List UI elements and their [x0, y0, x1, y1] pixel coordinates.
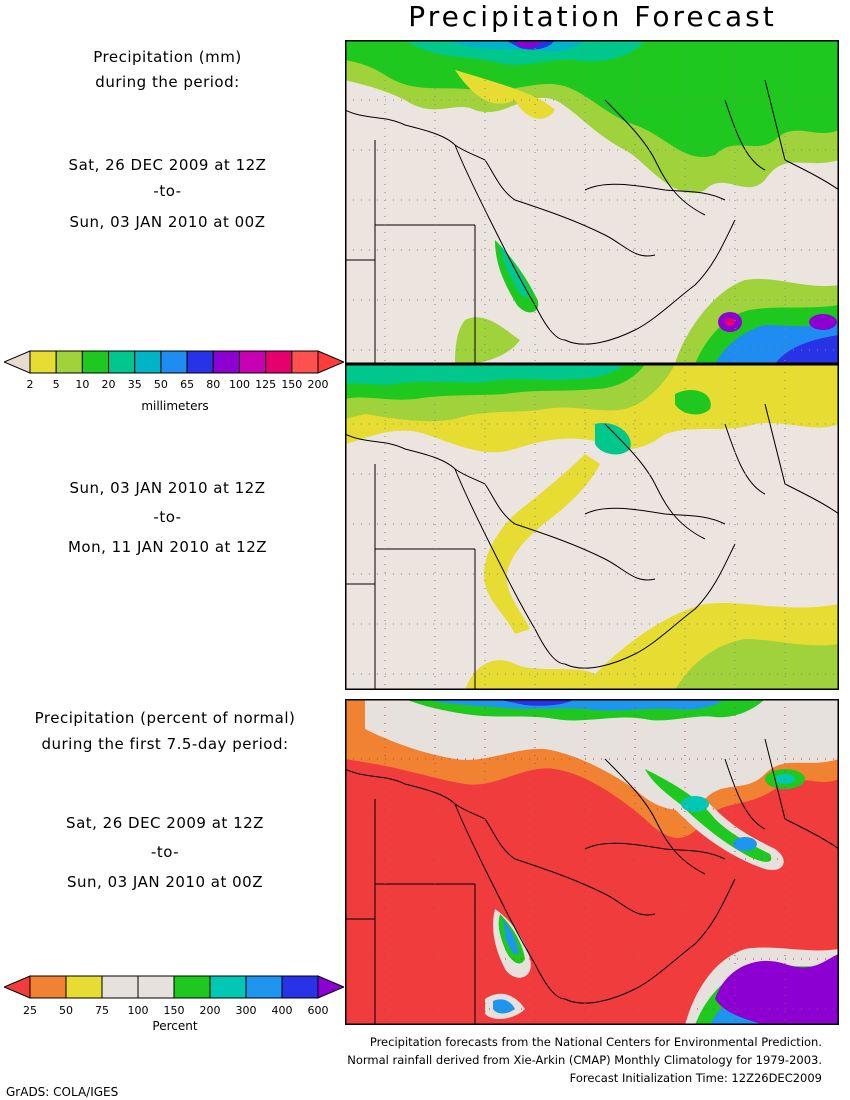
- section2-period-end: Mon, 11 JAN 2010 at 12Z: [67, 538, 268, 556]
- colorbar-percent-swatch-high-arrow: [317, 975, 346, 999]
- software-credit: GrADS: COLA/IGES: [6, 1085, 119, 1099]
- section2-period-start: Sun, 03 JAN 2010 at 12Z: [69, 479, 266, 497]
- colorbar-percent-tick-label: 400: [271, 1004, 293, 1017]
- colorbar-mm-swatch: [265, 350, 293, 374]
- colorbar-mm-tick-label: 150: [281, 378, 303, 391]
- colorbar-mm-tick-label: 200: [307, 378, 329, 391]
- colorbar-mm-tick-label: 125: [255, 378, 277, 391]
- colorbar-percent-swatch: [281, 975, 319, 999]
- map-panel-percent-normal: [345, 699, 839, 1025]
- colorbar-percent-tick-label: 50: [59, 1004, 73, 1017]
- page-title: Precipitation Forecast: [408, 0, 777, 33]
- colorbar-mm-swatch: [160, 350, 188, 374]
- colorbar-mm-swatch: [55, 350, 83, 374]
- colorbar-percent-swatch: [29, 975, 67, 999]
- colorbar-mm-tick-label: 2: [26, 378, 34, 391]
- colorbar-mm: [2, 350, 346, 374]
- colorbar-mm-swatch: [291, 350, 319, 374]
- colorbar-mm-swatch: [29, 350, 57, 374]
- section3-period-to: -to-: [150, 843, 180, 861]
- colorbar-percent-swatch: [209, 975, 247, 999]
- colorbar-percent: [2, 975, 346, 999]
- colorbar-mm-tick-label: 5: [52, 378, 60, 391]
- colorbar-percent-swatch: [137, 975, 175, 999]
- colorbar-percent-swatch: [65, 975, 103, 999]
- colorbar-percent-tick-label: 25: [23, 1004, 37, 1017]
- colorbar-percent-tick-label: 100: [127, 1004, 149, 1017]
- colorbar-percent-tick-label: 200: [199, 1004, 221, 1017]
- colorbar-percent-tick-label: 150: [163, 1004, 185, 1017]
- colorbar-mm-tick-label: 20: [101, 378, 116, 391]
- colorbar-percent-ticks: 25 50 75 100 150 200 300 400 600: [0, 1004, 345, 1018]
- section3-label-line1: Precipitation (percent of normal): [34, 709, 296, 727]
- section1-period-end: Sun, 03 JAN 2010 at 00Z: [69, 213, 266, 231]
- colorbar-percent-swatch: [101, 975, 139, 999]
- section2-period-to: -to-: [153, 508, 182, 526]
- colorbar-mm-swatch: [186, 350, 214, 374]
- section1-label-line2: during the period:: [95, 73, 240, 91]
- section3-period-start: Sat, 26 DEC 2009 at 12Z: [66, 814, 264, 832]
- colorbar-mm-tick-label: 80: [206, 378, 221, 391]
- colorbar-percent-swatch-low-arrow: [2, 975, 31, 999]
- colorbar-mm-swatch-high-arrow: [317, 350, 346, 374]
- map-panel-week2-mm: [345, 364, 839, 690]
- section3-label-line2: during the first 7.5-day period:: [41, 735, 289, 753]
- colorbar-percent-tick-label: 75: [95, 1004, 109, 1017]
- section1-period-start: Sat, 26 DEC 2009 at 12Z: [68, 156, 267, 174]
- colorbar-mm-swatch: [238, 350, 267, 374]
- colorbar-percent-tick-label: 300: [235, 1004, 257, 1017]
- colorbar-mm-tick-label: 35: [127, 378, 142, 391]
- colorbar-percent-swatch: [173, 975, 211, 999]
- colorbar-mm-swatch: [134, 350, 162, 374]
- colorbar-mm-swatch: [81, 350, 110, 374]
- colorbar-percent-tick-label: 600: [307, 1004, 329, 1017]
- colorbar-mm-swatch-low-arrow: [2, 350, 31, 374]
- colorbar-mm-tick-label: 10: [75, 378, 90, 391]
- map-panel-week1-mm: [345, 40, 839, 364]
- credits-line3: Forecast Initialization Time: 12Z26DEC20…: [569, 1071, 822, 1085]
- colorbar-mm-swatch: [108, 350, 136, 374]
- colorbar-mm-swatch: [212, 350, 240, 374]
- colorbar-percent-unit: Percent: [152, 1019, 198, 1033]
- colorbar-mm-tick-label: 65: [180, 378, 195, 391]
- credits-line1: Precipitation forecasts from the Nationa…: [369, 1035, 822, 1049]
- colorbar-mm-tick-label: 100: [228, 378, 250, 391]
- colorbar-mm-tick-label: 50: [153, 378, 168, 391]
- colorbar-mm-ticks: 2 5 10 20 35 50 65 80 100 125 150 200: [0, 378, 345, 392]
- section1-label-line1: Precipitation (mm): [93, 48, 242, 66]
- colorbar-percent-swatch: [245, 975, 283, 999]
- section1-period-to: -to-: [153, 182, 182, 200]
- colorbar-mm-unit: millimeters: [141, 399, 209, 413]
- credits-line2: Normal rainfall derived from Xie-Arkin (…: [347, 1053, 822, 1067]
- section3-period-end: Sun, 03 JAN 2010 at 00Z: [67, 873, 263, 891]
